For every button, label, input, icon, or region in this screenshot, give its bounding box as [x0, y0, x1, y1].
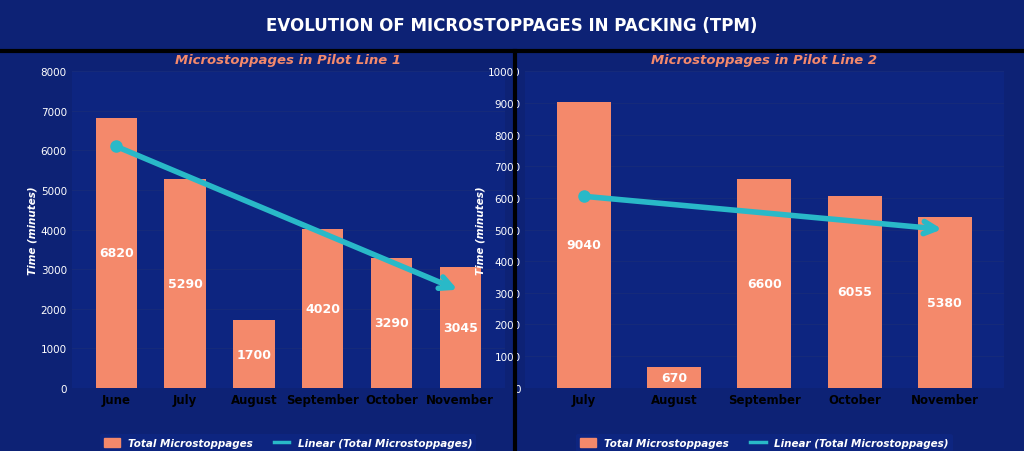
Text: 4020: 4020	[305, 302, 340, 315]
Bar	[96, 119, 137, 388]
Title: Microstoppages in Pilot Line 1: Microstoppages in Pilot Line 1	[175, 54, 401, 67]
Bar	[557, 102, 611, 388]
Text: 6600: 6600	[748, 277, 781, 290]
Text: 3045: 3045	[442, 321, 477, 334]
Y-axis label: Time (minutes): Time (minutes)	[475, 186, 485, 274]
Bar	[439, 268, 481, 388]
Bar	[737, 179, 792, 388]
Bar	[302, 229, 343, 388]
Legend: Total Microstoppages, Linear (Total Microstoppages): Total Microstoppages, Linear (Total Micr…	[577, 434, 952, 451]
Bar	[233, 321, 274, 388]
Text: 3290: 3290	[374, 317, 409, 329]
Text: 1700: 1700	[237, 348, 271, 361]
Text: 9040: 9040	[566, 239, 601, 252]
Bar	[371, 258, 412, 388]
Text: 670: 670	[662, 371, 687, 384]
Bar	[918, 218, 972, 388]
Text: 6055: 6055	[838, 286, 872, 299]
Text: 6820: 6820	[99, 247, 134, 260]
Y-axis label: Time (minutes): Time (minutes)	[28, 186, 38, 274]
Text: 5380: 5380	[928, 296, 963, 309]
Bar	[647, 367, 701, 388]
Text: 5290: 5290	[168, 277, 203, 290]
Title: Microstoppages in Pilot Line 2: Microstoppages in Pilot Line 2	[651, 54, 878, 67]
Bar	[827, 197, 882, 388]
Text: EVOLUTION OF MICROSTOPPAGES IN PACKING (TPM): EVOLUTION OF MICROSTOPPAGES IN PACKING (…	[266, 17, 758, 35]
Legend: Total Microstoppages, Linear (Total Microstoppages): Total Microstoppages, Linear (Total Micr…	[100, 434, 476, 451]
Bar	[165, 179, 206, 388]
